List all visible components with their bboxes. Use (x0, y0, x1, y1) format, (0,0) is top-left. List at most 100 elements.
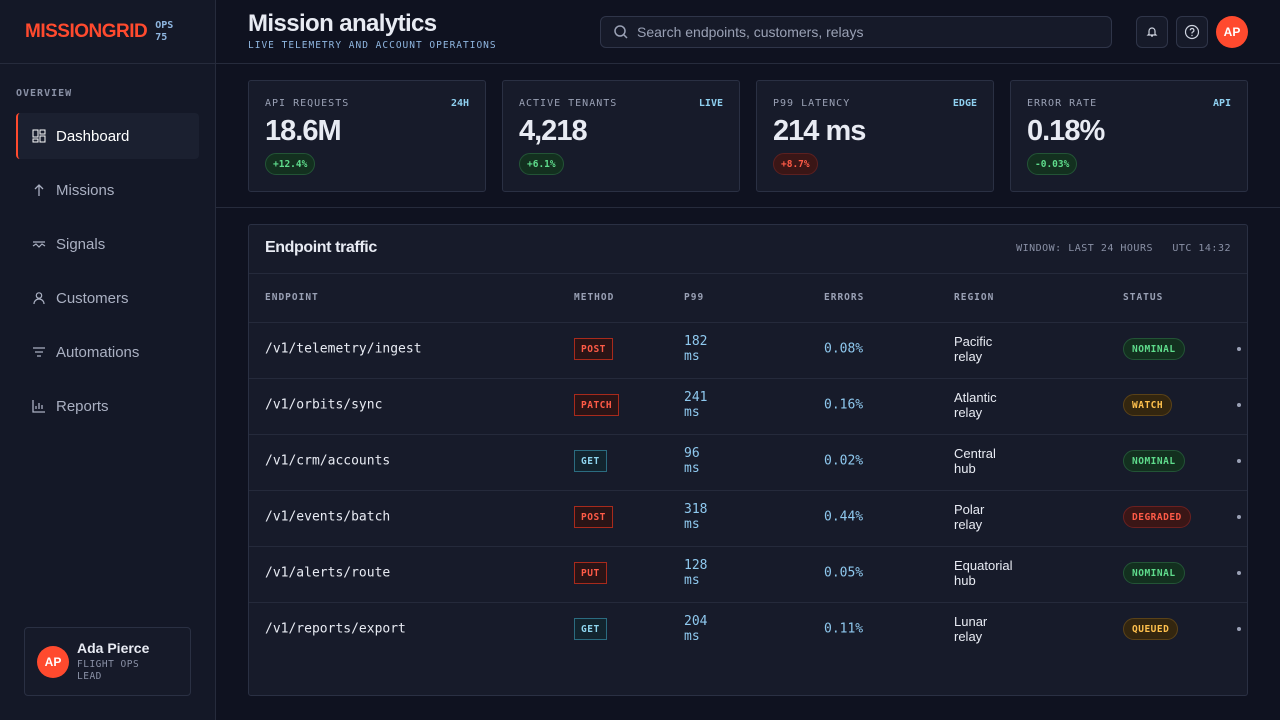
errors: 0.05% (824, 565, 864, 581)
status-badge: WATCH (1123, 394, 1173, 416)
kpi-delta: -0.03% (1027, 153, 1078, 175)
kpi-tag: EDGE (952, 98, 977, 109)
p99: 182 ms (684, 334, 708, 364)
endpoint: /v1/crm/accounts (265, 453, 391, 469)
user-avatar: AP (37, 646, 69, 678)
brand-tag: OPS 75 (155, 20, 174, 43)
divider (249, 602, 1247, 603)
nav-label: Missions (56, 181, 115, 199)
brand-name: MISSIONGRID (25, 21, 148, 42)
row-menu[interactable] (1237, 571, 1241, 575)
region: Pacific relay (954, 334, 993, 364)
search-box[interactable]: Search endpoints, customers, relays (600, 16, 1112, 48)
kpi-delta: +6.1% (519, 153, 564, 175)
errors: 0.11% (824, 621, 864, 637)
nav-item[interactable]: Customers (16, 275, 199, 321)
user-card[interactable]: AP Ada Pierce FLIGHT OPS LEAD (24, 627, 191, 696)
divider (249, 378, 1247, 379)
traffic-panel: Endpoint traffic WINDOW: LAST 24 HOURS U… (248, 224, 1248, 696)
errors: 0.16% (824, 397, 864, 413)
kpi-value: 214 ms (773, 115, 866, 147)
region: Atlantic relay (954, 390, 997, 420)
endpoint: /v1/telemetry/ingest (265, 341, 422, 357)
page-title: Mission analytics (248, 10, 437, 37)
status-badge: DEGRADED (1123, 506, 1191, 528)
nav-label: Reports (56, 397, 109, 415)
method-badge: PATCH (574, 394, 620, 416)
header-avatar[interactable]: AP (1216, 16, 1248, 48)
nav-icon (34, 184, 44, 196)
row-menu[interactable] (1237, 403, 1241, 407)
kpi-card: ACTIVE TENANTS LIVE 4,218 +6.1% (502, 80, 740, 192)
p99: 96 ms (684, 446, 700, 476)
region: Central hub (954, 446, 996, 476)
notifications-button[interactable] (1136, 16, 1168, 48)
search-placeholder: Search endpoints, customers, relays (637, 24, 864, 40)
column-header: REGION (954, 292, 995, 303)
divider (249, 434, 1247, 435)
endpoint: /v1/alerts/route (265, 565, 391, 581)
status-badge: NOMINAL (1123, 562, 1185, 584)
nav-icon (33, 347, 45, 357)
divider (249, 273, 1247, 274)
kpi-tag: LIVE (698, 98, 723, 109)
divider (249, 490, 1247, 491)
nav-label: Customers (56, 289, 129, 307)
nav-icon (32, 241, 46, 248)
kpi-card: API REQUESTS 24H 18.6M +12.4% (248, 80, 486, 192)
endpoint: /v1/orbits/sync (265, 397, 383, 413)
status-badge: QUEUED (1123, 618, 1179, 640)
errors: 0.08% (824, 341, 864, 357)
method-badge: GET (574, 450, 607, 472)
kpi-value: 18.6M (265, 115, 342, 147)
nav-item[interactable]: Automations (16, 329, 199, 375)
method-badge: GET (574, 618, 607, 640)
user-name: Ada Pierce (77, 640, 150, 656)
p99: 204 ms (684, 614, 708, 644)
kpi-label: ACTIVE TENANTS (519, 98, 618, 109)
kpi-card: P99 LATENCY EDGE 214 ms +8.7% (756, 80, 994, 192)
kpi-delta: +8.7% (773, 153, 818, 175)
nav-item[interactable]: Missions (16, 167, 199, 213)
method-badge: PUT (574, 562, 607, 584)
user-role: FLIGHT OPS LEAD (77, 659, 140, 682)
kpi-tag: 24H (450, 98, 469, 109)
nav-item[interactable]: Dashboard (16, 113, 199, 159)
kpi-label: P99 LATENCY (773, 98, 851, 109)
column-header: P99 (684, 292, 705, 303)
column-header: ENDPOINT (265, 292, 319, 303)
nav-item[interactable]: Signals (16, 221, 199, 267)
status-badge: NOMINAL (1123, 450, 1185, 472)
column-header: METHOD (574, 292, 615, 303)
row-menu[interactable] (1237, 347, 1241, 351)
brand[interactable]: MISSIONGRID OPS 75 (25, 20, 181, 44)
endpoint: /v1/events/batch (265, 509, 391, 525)
kpi-tag: API (1212, 98, 1231, 109)
nav-icon (32, 400, 45, 413)
region: Equatorial hub (954, 558, 1013, 588)
column-header: STATUS (1123, 292, 1164, 303)
errors: 0.02% (824, 453, 864, 469)
kpi-card: ERROR RATE API 0.18% -0.03% (1010, 80, 1248, 192)
region: Lunar relay (954, 614, 988, 644)
nav-item[interactable]: Reports (16, 383, 199, 429)
nav-label: Automations (56, 343, 140, 361)
p99: 318 ms (684, 502, 708, 532)
p99: 241 ms (684, 390, 708, 420)
divider (216, 207, 1280, 208)
p99: 128 ms (684, 558, 708, 588)
kpi-value: 0.18% (1027, 115, 1105, 147)
nav-label: Dashboard (56, 127, 130, 145)
row-menu[interactable] (1237, 627, 1241, 631)
top-bar: Mission analytics LIVE TELEMETRY AND ACC… (216, 0, 1280, 64)
divider (0, 63, 215, 64)
kpi-value: 4,218 (519, 115, 588, 147)
row-menu[interactable] (1237, 459, 1241, 463)
search-icon (614, 25, 628, 39)
help-button[interactable] (1176, 16, 1208, 48)
nav-icon (33, 292, 45, 305)
kpi-label: API REQUESTS (265, 98, 350, 109)
panel-time: UTC 14:32 (1172, 243, 1231, 254)
row-menu[interactable] (1237, 515, 1241, 519)
